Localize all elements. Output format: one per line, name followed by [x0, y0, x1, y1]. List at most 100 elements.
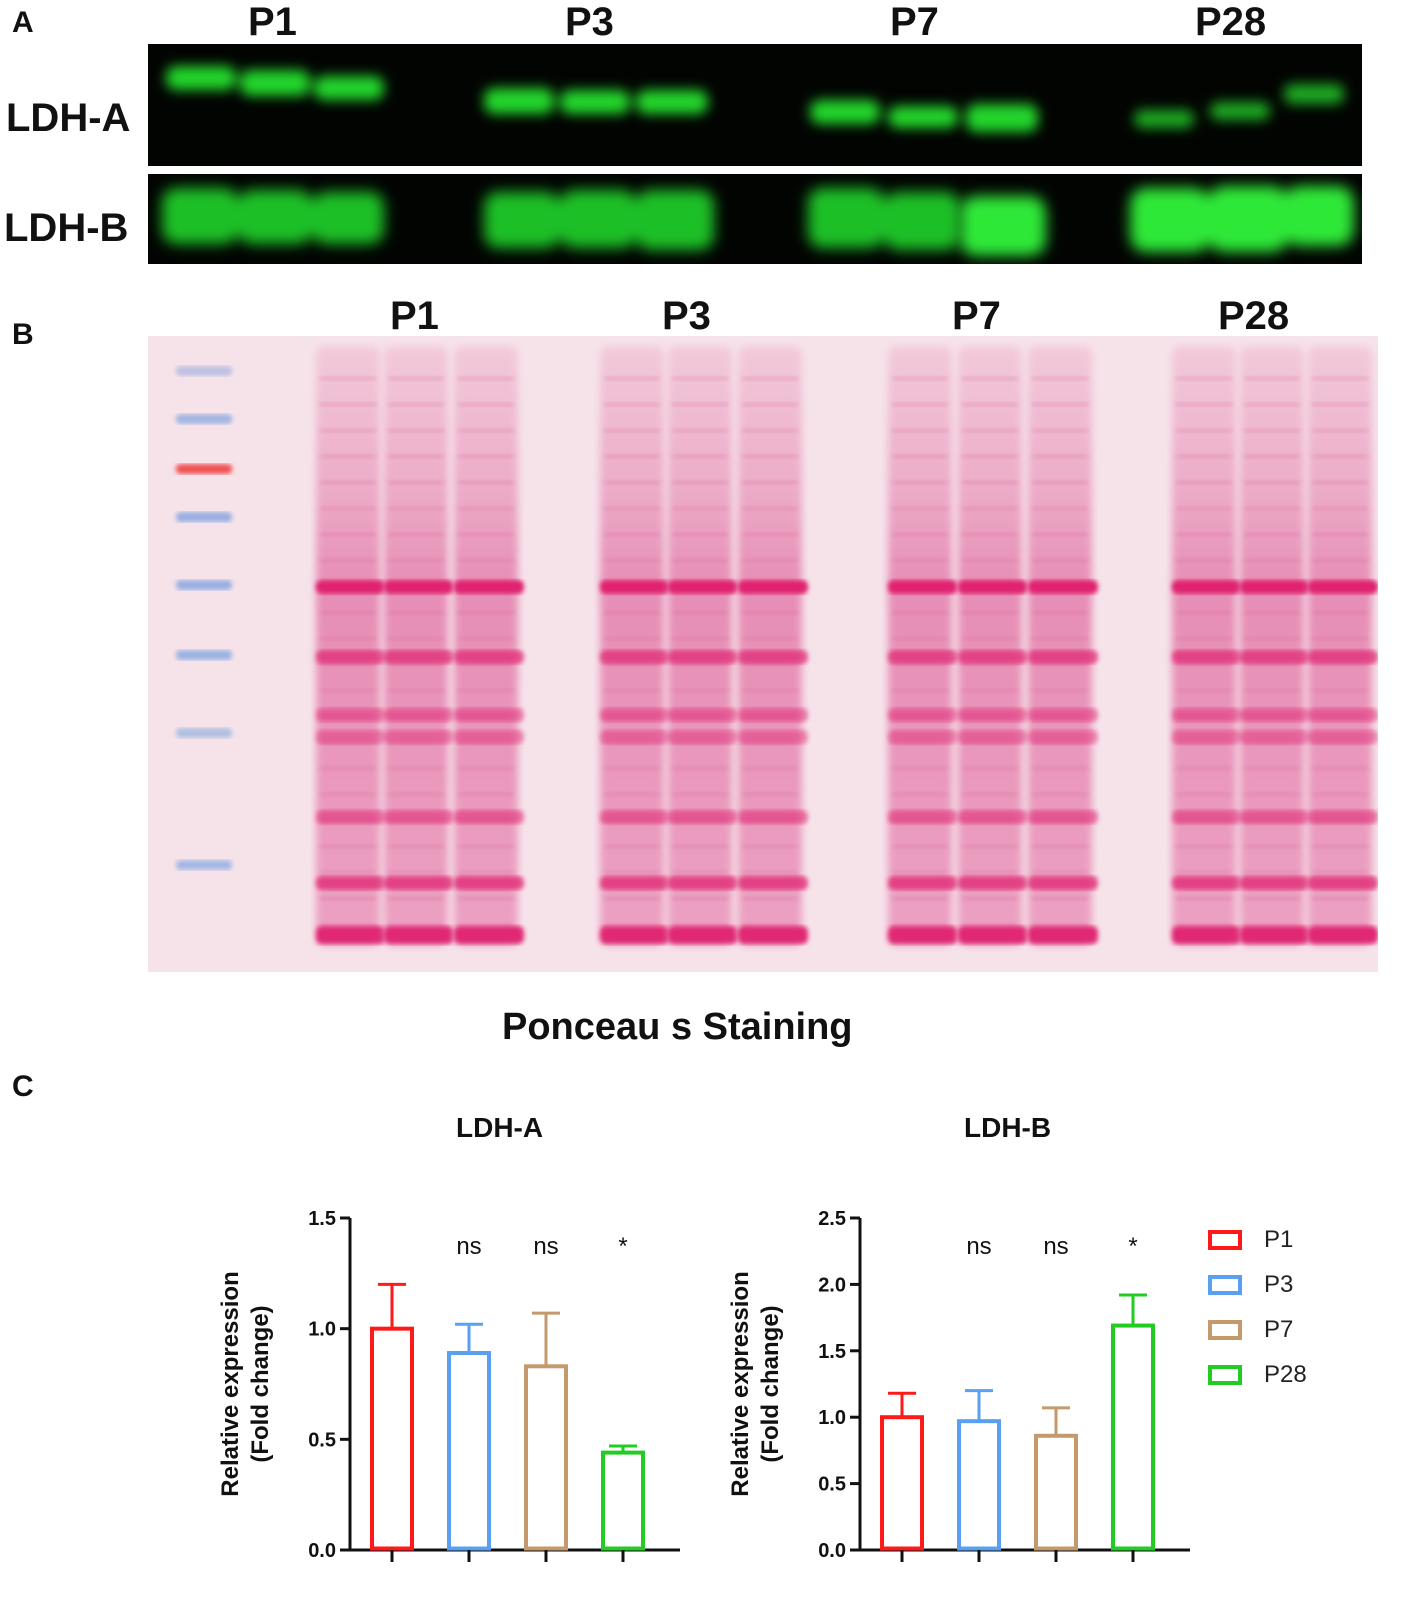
- ponceau-faint-band: [320, 844, 376, 849]
- panel-a-lane-label-p3: P3: [565, 0, 614, 44]
- ponceau-faint-band: [388, 454, 444, 459]
- ponceau-faint-band: [1312, 480, 1368, 485]
- bar-chart-ldh-a: Relative expression (Fold change) 0.0 0.5 1.…: [217, 1208, 680, 1562]
- ponceau-band: [384, 730, 454, 744]
- ponceau-faint-band: [1312, 506, 1368, 511]
- ponceau-faint-band: [1244, 428, 1300, 433]
- ponceau-band: [668, 876, 738, 890]
- ponceau-faint-band: [962, 454, 1018, 459]
- ponceau-faint-band: [1176, 688, 1232, 693]
- blot-row-label-ldh-a: LDH-A: [6, 96, 131, 140]
- panel-c-letter: C: [12, 1070, 34, 1103]
- ladder-marker-band: [176, 860, 232, 870]
- ponceau-band: [958, 580, 1028, 594]
- ponceau-faint-band: [672, 766, 728, 771]
- ponceau-faint-band: [388, 662, 444, 667]
- bar-p3: [447, 1351, 491, 1551]
- ponceau-faint-band: [388, 428, 444, 433]
- ponceau-faint-band: [1032, 792, 1088, 797]
- ponceau-band: [668, 580, 738, 594]
- ponceau-faint-band: [388, 610, 444, 615]
- ladder-marker-band: [176, 366, 232, 376]
- ponceau-faint-band: [1176, 636, 1232, 641]
- ponceau-band: [958, 876, 1028, 890]
- ponceau-faint-band: [458, 480, 514, 485]
- ponceau-faint-band: [320, 558, 376, 563]
- ladder-marker-band: [176, 728, 232, 738]
- ponceau-faint-band: [892, 506, 948, 511]
- ponceau-faint-band: [458, 454, 514, 459]
- ponceau-band: [1240, 650, 1310, 664]
- y-axis-label-line2: (Fold change): [247, 1305, 274, 1462]
- ponceau-faint-band: [1312, 558, 1368, 563]
- ponceau-faint-band: [458, 870, 514, 875]
- band-ldh-a-p3-2: [560, 90, 630, 114]
- ponceau-faint-band: [1032, 922, 1088, 927]
- panel-a-lane-label-p7: P7: [890, 0, 939, 44]
- ponceau-faint-band: [742, 662, 798, 667]
- chart-title-ldh-a: LDH-A: [456, 1112, 544, 1143]
- ponceau-faint-band: [1176, 558, 1232, 563]
- ponceau-faint-band: [1032, 532, 1088, 537]
- ponceau-band: [1308, 926, 1378, 944]
- ponceau-lane: [888, 346, 952, 946]
- legend-swatch: [1208, 1320, 1242, 1340]
- ponceau-band: [888, 730, 958, 744]
- band-ldh-a-p28-2: [1210, 102, 1270, 120]
- panel-a-lane-label-p1: P1: [248, 0, 297, 44]
- ponceau-band: [668, 730, 738, 744]
- ponceau-band: [888, 926, 958, 944]
- ponceau-band: [1028, 708, 1098, 722]
- y-tick-label: 1.0: [308, 1319, 336, 1341]
- y-tick-label: 0.5: [818, 1474, 846, 1496]
- band-ldh-a-p7-3: [966, 104, 1038, 132]
- ponceau-faint-band: [1244, 454, 1300, 459]
- significance-label: *: [1128, 1233, 1137, 1260]
- ponceau-faint-band: [1244, 792, 1300, 797]
- legend-swatch: [1208, 1365, 1242, 1385]
- ponceau-faint-band: [458, 896, 514, 901]
- ponceau-faint-band: [320, 454, 376, 459]
- ponceau-lane: [1240, 346, 1304, 946]
- y-tick-label: 0.5: [308, 1429, 336, 1451]
- ponceau-faint-band: [1032, 766, 1088, 771]
- ponceau-faint-band: [1244, 532, 1300, 537]
- ponceau-band: [384, 926, 454, 944]
- ponceau-faint-band: [388, 506, 444, 511]
- ponceau-band: [1240, 580, 1310, 594]
- ponceau-faint-band: [672, 610, 728, 615]
- ponceau-faint-band: [320, 532, 376, 537]
- ladder-marker-band: [176, 464, 232, 474]
- ponceau-faint-band: [604, 428, 660, 433]
- ponceau-faint-band: [1176, 792, 1232, 797]
- ponceau-faint-band: [1176, 662, 1232, 667]
- legend-swatch: [1208, 1275, 1242, 1295]
- ponceau-faint-band: [320, 428, 376, 433]
- ponceau-faint-band: [1312, 844, 1368, 849]
- ponceau-band: [958, 730, 1028, 744]
- ponceau-band: [1240, 708, 1310, 722]
- ponceau-faint-band: [458, 428, 514, 433]
- ponceau-band: [454, 730, 524, 744]
- ponceau-lane: [1308, 346, 1372, 946]
- ponceau-faint-band: [962, 376, 1018, 381]
- ponceau-faint-band: [1312, 376, 1368, 381]
- band-ldh-a-p7-1: [810, 100, 880, 124]
- y-axis-label-line1: Relative expression: [727, 1271, 754, 1496]
- ponceau-faint-band: [1312, 662, 1368, 667]
- panel-a-letter: A: [12, 6, 34, 39]
- panel-b-lane-label-p1: P1: [390, 294, 439, 338]
- ponceau-faint-band: [320, 766, 376, 771]
- ponceau-faint-band: [962, 558, 1018, 563]
- ponceau-band: [888, 708, 958, 722]
- ponceau-faint-band: [388, 688, 444, 693]
- ponceau-faint-band: [672, 480, 728, 485]
- ponceau-band: [668, 650, 738, 664]
- ponceau-band: [1240, 876, 1310, 890]
- ponceau-faint-band: [1032, 844, 1088, 849]
- ponceau-faint-band: [320, 506, 376, 511]
- legend-item-p3: P3: [1208, 1267, 1293, 1303]
- y-axis-label-line2: (Fold change): [757, 1305, 784, 1462]
- ponceau-band: [738, 650, 808, 664]
- ponceau-band: [1240, 730, 1310, 744]
